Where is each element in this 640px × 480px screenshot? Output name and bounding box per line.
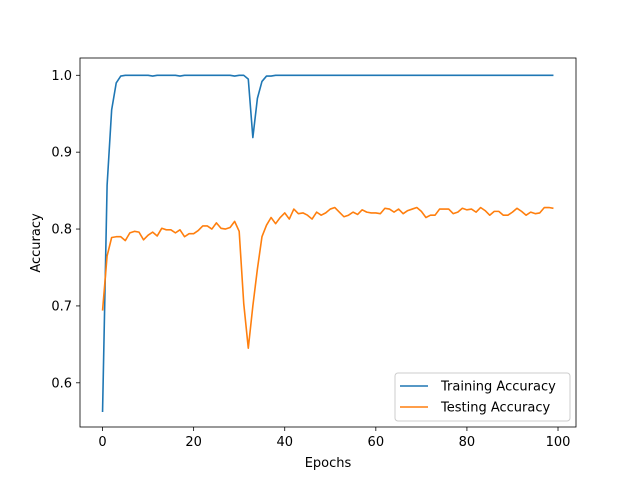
x-tick-label: 40 (276, 435, 293, 450)
x-tick-label: 20 (185, 435, 202, 450)
x-tick-label: 60 (368, 435, 385, 450)
legend-box (394, 372, 571, 422)
legend: Training Accuracy Testing Accuracy (394, 372, 571, 422)
y-axis-label: Accuracy (29, 213, 44, 273)
plot-area (80, 58, 576, 427)
x-tick-label: 80 (459, 435, 476, 450)
x-axis-ticks: 0 20 40 60 80 100 (98, 427, 570, 450)
plot-frame (79, 57, 577, 428)
x-axis-label: Epochs (305, 456, 352, 471)
y-tick-label: 1.0 (51, 69, 72, 84)
y-tick-label: 0.8 (51, 223, 72, 238)
x-tick-label: 0 (98, 435, 106, 450)
y-tick-label: 0.7 (51, 299, 72, 314)
series-line-training-accuracy (101, 74, 554, 413)
y-axis-ticks: 0.6 0.7 0.8 0.9 1.0 (51, 69, 80, 391)
y-tick-label: 0.9 (51, 146, 72, 161)
legend-label-testing-accuracy: Testing Accuracy (440, 401, 550, 416)
legend-label-training-accuracy: Training Accuracy (440, 380, 556, 395)
x-tick-label: 100 (546, 435, 571, 450)
series-lines (101, 74, 554, 413)
y-tick-label: 0.6 (51, 376, 72, 391)
series-line-testing-accuracy (101, 206, 554, 350)
